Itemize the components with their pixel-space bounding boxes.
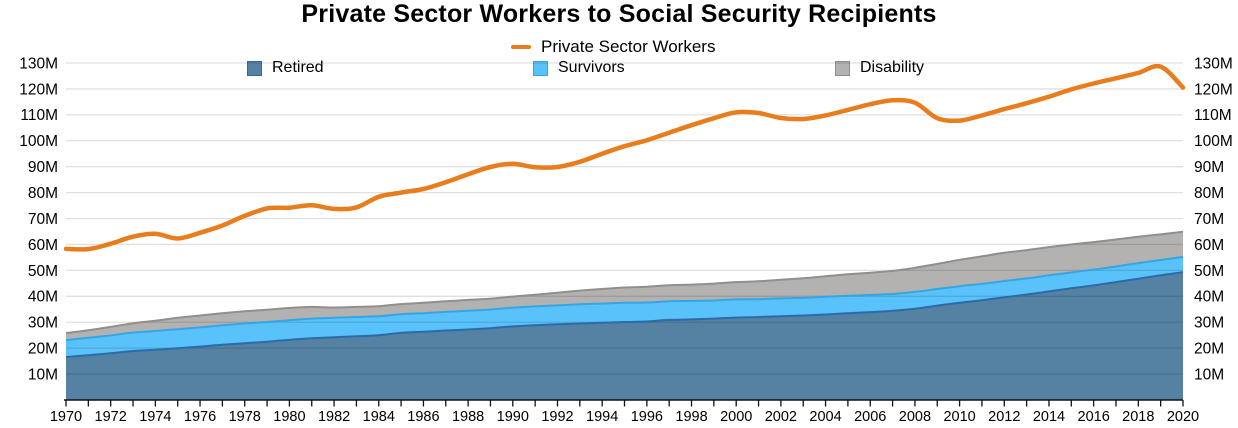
disability-swatch-icon: [835, 60, 850, 76]
x-tick-label-1970: 1970: [50, 409, 82, 425]
y-tick-label-right-70M: 70M: [1194, 211, 1224, 228]
line-series-swatch-icon: [511, 44, 531, 50]
x-tick-label-1978: 1978: [229, 409, 261, 425]
y-tick-label-right-30M: 30M: [1194, 315, 1224, 332]
x-tick-label-1990: 1990: [497, 409, 529, 425]
y-tick-label-left-70M: 70M: [28, 211, 58, 228]
x-tick-label-2016: 2016: [1078, 409, 1110, 425]
retired-swatch-icon: [247, 60, 262, 76]
y-tick-label-left-120M: 120M: [19, 81, 58, 98]
y-tick-label-left-100M: 100M: [19, 133, 58, 150]
x-tick-label-1998: 1998: [675, 409, 707, 425]
y-tick-label-left-60M: 60M: [28, 237, 58, 254]
legend-item-private-sector-workers[interactable]: Private Sector Workers: [511, 37, 715, 57]
x-tick-label-2000: 2000: [720, 409, 752, 425]
y-tick-label-right-60M: 60M: [1194, 237, 1224, 254]
y-tick-label-right-20M: 20M: [1194, 341, 1224, 358]
x-tick-label-1996: 1996: [631, 409, 663, 425]
legend-label-private-sector-workers: Private Sector Workers: [541, 37, 716, 56]
y-tick-label-left-40M: 40M: [28, 289, 58, 306]
chart-title: Private Sector Workers to Social Securit…: [301, 0, 937, 28]
y-tick-label-right-10M: 10M: [1194, 366, 1224, 383]
y-tick-label-left-20M: 20M: [28, 341, 58, 358]
x-tick-label-2014: 2014: [1033, 409, 1065, 425]
y-tick-label-right-120M: 120M: [1194, 81, 1233, 98]
survivors-swatch-icon: [533, 60, 548, 76]
y-tick-label-left-110M: 110M: [20, 107, 58, 124]
area-retired: [66, 272, 1183, 400]
x-tick-label-2010: 2010: [943, 409, 975, 425]
y-tick-label-right-130M: 130M: [1194, 55, 1233, 72]
legend-label-survivors: Survivors: [558, 59, 625, 76]
x-tick-label-1980: 1980: [273, 409, 305, 425]
x-tick-label-1972: 1972: [95, 409, 127, 425]
legend-item-disability[interactable]: Disability: [835, 59, 924, 77]
x-tick-label-1984: 1984: [363, 409, 395, 425]
x-tick-label-1986: 1986: [407, 409, 439, 425]
x-tick-label-2002: 2002: [765, 409, 797, 425]
x-tick-label-2020: 2020: [1167, 409, 1199, 425]
x-tick-label-1992: 1992: [541, 409, 573, 425]
x-tick-label-1994: 1994: [586, 409, 618, 425]
x-tick-label-1982: 1982: [318, 409, 350, 425]
y-tick-label-right-100M: 100M: [1194, 133, 1233, 150]
legend-label-retired: Retired: [272, 59, 324, 76]
x-tick-label-2018: 2018: [1122, 409, 1154, 425]
y-tick-label-left-10M: 10M: [28, 366, 58, 383]
x-tick-label-2006: 2006: [854, 409, 886, 425]
legend-item-survivors[interactable]: Survivors: [533, 59, 625, 77]
area-edge-survivors: [65, 255, 1184, 342]
y-tick-label-left-90M: 90M: [28, 159, 58, 176]
line-private-sector-workers: [63, 63, 1186, 252]
x-tick-label-2008: 2008: [899, 409, 931, 425]
y-tick-label-right-110M: 110M: [1194, 107, 1232, 124]
y-tick-label-left-30M: 30M: [28, 315, 58, 332]
y-tick-label-left-50M: 50M: [28, 263, 58, 280]
x-tick-label-1976: 1976: [184, 409, 216, 425]
y-tick-label-right-50M: 50M: [1194, 263, 1224, 280]
x-tick-label-2012: 2012: [988, 409, 1020, 425]
y-tick-label-left-130M: 130M: [19, 55, 58, 72]
x-tick-label-1988: 1988: [452, 409, 484, 425]
area-edge-disability: [65, 230, 1184, 335]
y-tick-label-right-90M: 90M: [1194, 159, 1224, 176]
legend-item-retired[interactable]: Retired: [247, 59, 324, 77]
legend-label-disability: Disability: [860, 59, 925, 76]
x-tick-label-2004: 2004: [809, 409, 841, 425]
area-edge-retired: [65, 271, 1184, 358]
y-tick-label-right-80M: 80M: [1194, 185, 1224, 202]
y-tick-label-right-40M: 40M: [1194, 289, 1224, 306]
x-tick-label-1974: 1974: [139, 409, 171, 425]
y-tick-label-left-80M: 80M: [28, 185, 58, 202]
